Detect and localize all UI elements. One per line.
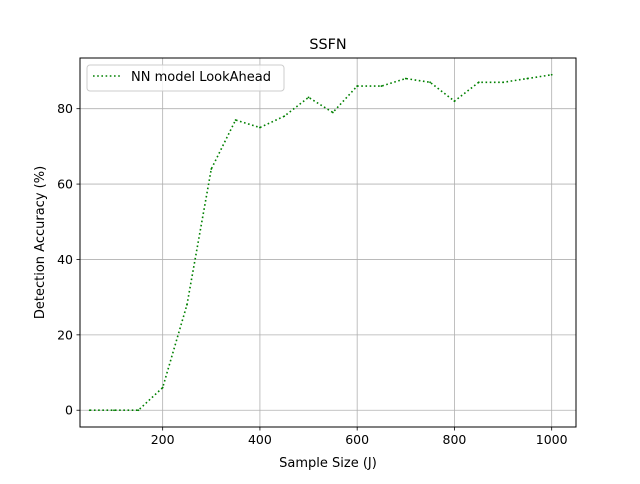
data-point — [404, 77, 407, 80]
y-tick-label: 80 — [57, 101, 73, 116]
data-point — [307, 96, 310, 99]
data-point — [186, 303, 188, 306]
data-point — [502, 81, 504, 84]
series-line-0 — [89, 73, 552, 412]
legend-label: NN model LookAhead — [131, 70, 271, 85]
data-point — [283, 115, 286, 118]
y-axis-label: Detection Accuracy (%) — [33, 166, 48, 319]
data-point — [137, 409, 140, 412]
data-point — [210, 168, 213, 170]
legend-box — [86, 64, 285, 92]
y-tick-label: 40 — [57, 252, 73, 267]
data-point — [234, 119, 237, 121]
data-point — [550, 73, 553, 76]
data-point — [331, 111, 334, 114]
data-point — [88, 409, 91, 412]
data-point — [429, 81, 432, 84]
plot-frame — [79, 57, 577, 428]
x-tick-label: 200 — [151, 432, 175, 447]
data-point — [380, 85, 383, 87]
x-axis-label: Sample Size (J) — [279, 456, 377, 471]
y-tick-label: 0 — [65, 403, 73, 418]
data-point — [259, 126, 261, 129]
x-tick-label: 1000 — [536, 432, 568, 447]
data-point — [161, 386, 164, 389]
data-point — [356, 85, 359, 87]
legend: NN model LookAhead — [86, 64, 285, 92]
series-layer — [88, 73, 553, 412]
chart-title: SSFN — [309, 37, 346, 53]
x-tick-label: 600 — [345, 432, 369, 447]
y-tick-label: 60 — [57, 177, 73, 192]
data-point — [113, 409, 115, 412]
y-tick-label: 20 — [57, 327, 73, 342]
data-point — [526, 77, 529, 80]
data-point — [477, 81, 480, 84]
data-point — [453, 100, 456, 103]
x-tick-label: 800 — [443, 432, 467, 447]
ticks: 200 400 600 800 1000 0 20 40 60 80 — [57, 101, 568, 447]
x-tick-label: 400 — [248, 432, 272, 447]
